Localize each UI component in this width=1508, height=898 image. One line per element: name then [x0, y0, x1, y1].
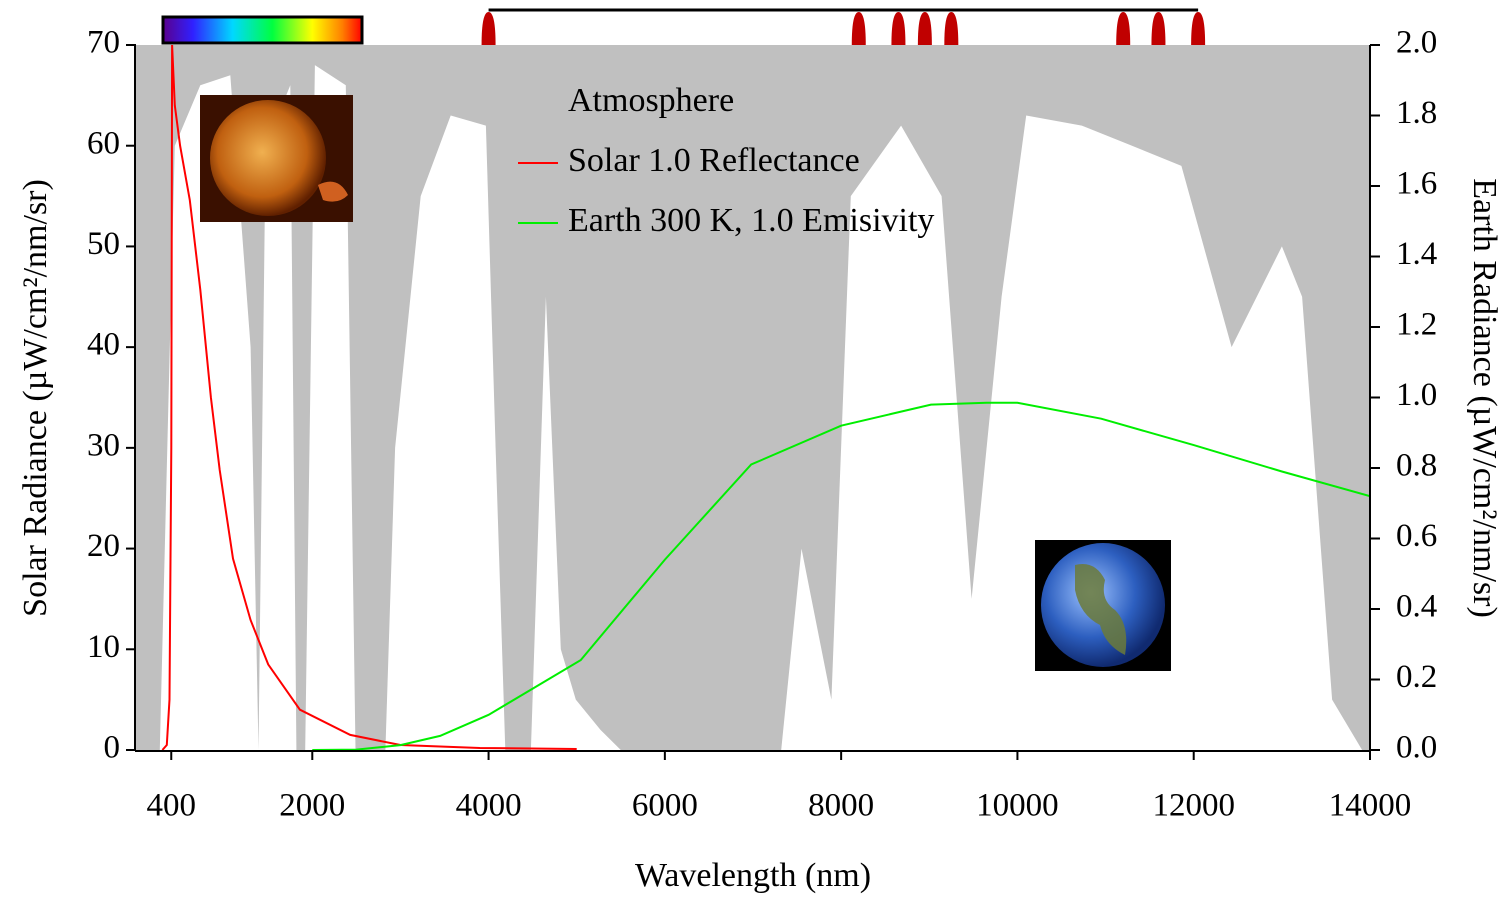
visible-spectrum-bar [163, 17, 362, 43]
x-tick-label: 400 [147, 788, 197, 824]
x-axis-title: Wavelength (nm) [635, 857, 871, 894]
legend-label: Earth 300 K, 1.0 Emisivity [568, 202, 934, 239]
band-marker [482, 12, 496, 45]
y-tick-label: 0 [104, 730, 121, 766]
band-marker [1116, 12, 1130, 45]
x-tick-label: 12000 [1152, 788, 1235, 824]
y-tick-label: 10 [87, 629, 120, 665]
y-tick-label: 20 [87, 528, 120, 564]
x-tick-label: 14000 [1329, 788, 1412, 824]
y2-tick-label: 1.4 [1396, 236, 1437, 272]
y-axis-title: Solar Radiance (µW/cm²/nm/sr) [17, 179, 54, 617]
x-tick-label: 10000 [976, 788, 1059, 824]
y-tick-label: 60 [87, 125, 120, 161]
x-tick-label: 2000 [279, 788, 345, 824]
x-tick-label: 6000 [632, 788, 698, 824]
y-tick-label: 40 [87, 327, 120, 363]
legend-label: Atmosphere [568, 82, 734, 119]
earth-image [1035, 540, 1171, 671]
y-tick-label: 70 [87, 25, 120, 61]
y2-tick-label: 1.6 [1396, 166, 1437, 202]
band-marker [891, 12, 905, 45]
band-marker [918, 12, 932, 45]
y2-tick-label: 0.2 [1396, 659, 1437, 695]
band-marker [1191, 12, 1205, 45]
y-tick-label: 50 [87, 226, 120, 262]
sun-image [200, 95, 353, 222]
band-marker [944, 12, 958, 45]
y-tick-label: 30 [87, 427, 120, 463]
y2-tick-label: 0.4 [1396, 589, 1437, 625]
x-tick-label: 8000 [808, 788, 874, 824]
band-marker [1151, 12, 1165, 45]
y2-tick-label: 0.0 [1396, 730, 1437, 766]
y2-tick-label: 1.2 [1396, 307, 1437, 343]
x-tick-label: 4000 [456, 788, 522, 824]
y2-axis-title: Earth Radiance (µW/cm²/nm/sr) [1466, 178, 1503, 618]
band-marker [852, 12, 866, 45]
series-line [312, 403, 1370, 750]
y2-tick-label: 0.8 [1396, 448, 1437, 484]
y2-tick-label: 0.6 [1396, 518, 1437, 554]
y2-tick-label: 1.8 [1396, 95, 1437, 131]
chart: Wavelength (nm) Solar Radiance (µW/cm²/n… [0, 0, 1508, 898]
y2-tick-label: 2.0 [1396, 25, 1437, 61]
legend-label: Solar 1.0 Reflectance [568, 142, 860, 179]
y2-tick-label: 1.0 [1396, 377, 1437, 413]
